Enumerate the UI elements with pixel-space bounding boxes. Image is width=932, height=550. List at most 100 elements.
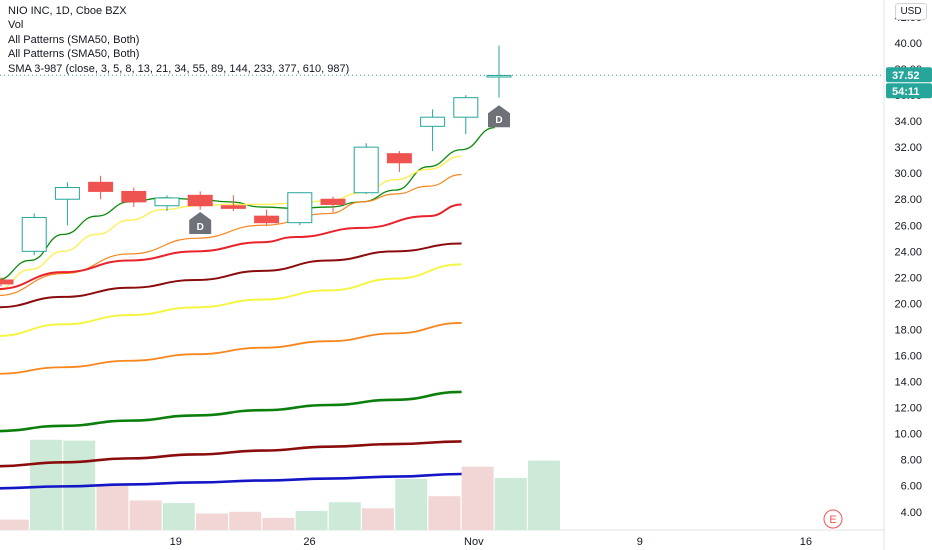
price-tick-label: 12.00 xyxy=(894,403,922,415)
last-price-badge xyxy=(886,67,932,83)
volume-bar xyxy=(395,478,428,530)
earnings-marker: E xyxy=(823,509,843,529)
candle xyxy=(154,195,180,211)
candle xyxy=(486,45,512,98)
candle-body xyxy=(453,97,479,118)
pattern-marker-shape xyxy=(189,211,212,234)
candle xyxy=(54,182,80,226)
countdown-badge xyxy=(886,83,932,99)
candle-body xyxy=(254,215,280,224)
countdown-label: 54:11 xyxy=(892,86,920,98)
sma-line xyxy=(0,155,462,291)
time-tick-label: Nov xyxy=(464,536,484,548)
price-tick-label: 40.00 xyxy=(894,38,922,50)
sma-line xyxy=(0,390,462,433)
candle xyxy=(254,209,280,226)
volume-bar xyxy=(362,508,394,530)
candle xyxy=(320,196,346,213)
price-tick-label: 20.00 xyxy=(894,298,922,310)
price-tick-label: 22.00 xyxy=(894,272,922,284)
time-tick-label: 16 xyxy=(800,536,812,548)
candle xyxy=(353,143,379,195)
chart-legend: NIO INC, 1D, Cboe BZX Vol All Patterns (… xyxy=(8,4,349,76)
sma-line xyxy=(0,242,462,309)
volume-bar xyxy=(196,513,228,530)
volume-bar xyxy=(494,477,527,530)
volume-bar xyxy=(162,503,195,530)
candle xyxy=(453,95,479,135)
volume-bar xyxy=(262,517,295,530)
time-tick-label: 19 xyxy=(170,536,182,548)
price-tick-label: 30.00 xyxy=(894,168,922,180)
candle-body xyxy=(88,181,114,192)
volume-bar xyxy=(96,484,129,530)
legend-symbol[interactable]: NIO INC, 1D, Cboe BZX xyxy=(8,5,127,17)
candle-body xyxy=(187,194,213,207)
price-tick-label: 16.00 xyxy=(894,351,922,363)
sma-line xyxy=(0,440,462,468)
candle-body xyxy=(21,216,47,252)
candle xyxy=(287,192,313,226)
legend-sma[interactable]: SMA 3-987 (close, 3, 5, 8, 13, 21, 34, 5… xyxy=(8,62,350,75)
volume-bar xyxy=(30,439,62,530)
volume-bar xyxy=(0,519,29,530)
candle-body xyxy=(0,279,14,285)
candle xyxy=(121,187,147,208)
price-tick-label: 32.00 xyxy=(894,142,922,154)
volume-bar xyxy=(428,496,461,530)
candle xyxy=(187,191,213,210)
candle-body xyxy=(386,153,412,164)
candle xyxy=(420,109,446,152)
candle-body xyxy=(353,146,379,194)
volume-bar xyxy=(229,511,262,530)
candle-body xyxy=(486,75,512,78)
price-tick-label: 34.00 xyxy=(894,116,922,128)
candle-body xyxy=(287,192,313,224)
candle-body xyxy=(320,198,346,205)
candle xyxy=(0,277,14,287)
legend-pattern-2[interactable]: All Patterns (SMA50, Both) xyxy=(8,48,140,61)
sma-line xyxy=(0,203,462,290)
volume-bar xyxy=(129,500,162,530)
sma-line xyxy=(0,472,462,490)
volume-bar xyxy=(461,466,494,530)
earnings-circle xyxy=(823,509,843,529)
candle-body xyxy=(420,116,446,127)
price-tick-label: 6.00 xyxy=(901,481,922,493)
sma-line xyxy=(0,263,462,337)
price-tick-label: 8.00 xyxy=(901,455,922,467)
earnings-label: E xyxy=(829,514,836,526)
price-tick-label: 14.00 xyxy=(894,377,922,389)
pattern-marker-label: D xyxy=(495,115,502,126)
price-tick-label: 10.00 xyxy=(894,429,922,441)
price-tick-label: 4.00 xyxy=(901,507,922,519)
candle-body xyxy=(220,205,246,209)
candle-body xyxy=(54,187,80,200)
candle-body xyxy=(121,190,147,203)
volume-bar xyxy=(528,460,560,530)
pattern-marker-shape xyxy=(488,105,510,128)
price-tick-label: 26.00 xyxy=(894,220,922,232)
legend-pattern-1[interactable]: All Patterns (SMA50, Both) xyxy=(8,33,140,46)
volume-bar xyxy=(295,510,328,530)
pattern-marker-label: D xyxy=(197,222,204,233)
candle xyxy=(88,175,114,200)
volume-bar xyxy=(328,502,361,530)
price-tick-label: 24.00 xyxy=(894,246,922,258)
pattern-marker: D xyxy=(488,105,510,128)
currency-selector[interactable]: USD xyxy=(895,3,927,20)
candle xyxy=(21,213,47,256)
price-tick-label: 28.00 xyxy=(894,194,922,206)
sma-line xyxy=(0,322,462,375)
time-tick-label: 9 xyxy=(637,536,643,548)
price-tick-label: 18.00 xyxy=(894,324,922,336)
pattern-marker: D xyxy=(189,211,212,234)
candle xyxy=(220,195,246,211)
candle xyxy=(386,151,412,172)
last-price-label: 37.52 xyxy=(892,70,920,82)
legend-volume[interactable]: Vol xyxy=(8,19,24,32)
candle-body xyxy=(154,197,180,207)
time-tick-label: 26 xyxy=(303,536,315,548)
